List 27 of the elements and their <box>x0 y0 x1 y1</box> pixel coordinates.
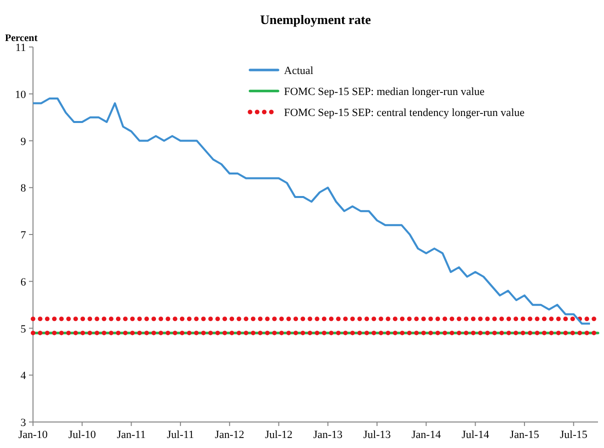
x-tick-label: Jul-15 <box>560 429 588 441</box>
line-series <box>32 98 591 325</box>
chart-title: Unemployment rate <box>260 12 372 27</box>
y-tick-label: 11 <box>15 42 26 54</box>
x-tick-label: Jan-15 <box>510 429 540 441</box>
x-tick-label: Jan-13 <box>313 429 344 441</box>
y-tick-label: 9 <box>20 136 26 148</box>
x-tick-label: Jan-12 <box>214 429 244 441</box>
y-tick-label: 10 <box>15 88 26 101</box>
x-tick-label: Jan-10 <box>18 429 48 441</box>
y-tick-label: 4 <box>20 370 26 382</box>
y-tick-label: 8 <box>20 182 26 195</box>
x-tick-label: Jul-10 <box>68 429 96 441</box>
y-tick-label: 3 <box>20 417 26 429</box>
x-tick-label: Jul-12 <box>264 429 292 441</box>
x-tick-label: Jul-14 <box>462 429 490 441</box>
legend-label: Actual <box>284 65 314 77</box>
legend-label: FOMC Sep-15 SEP: central tendency longer-run value <box>284 107 525 119</box>
y-tick-label: 7 <box>20 230 26 242</box>
x-tick-label: Jan-14 <box>412 429 442 441</box>
y-tick-label: 5 <box>20 323 26 336</box>
y-tick-label: 6 <box>20 276 26 288</box>
x-tick-label: Jul-13 <box>363 429 392 441</box>
x-tick-label: Jan-11 <box>116 429 146 441</box>
legend-label: FOMC Sep-15 SEP: median longer-run value <box>284 86 485 98</box>
x-tick-label: Jul-11 <box>166 429 194 441</box>
y-axis-title: Percent <box>5 33 38 44</box>
